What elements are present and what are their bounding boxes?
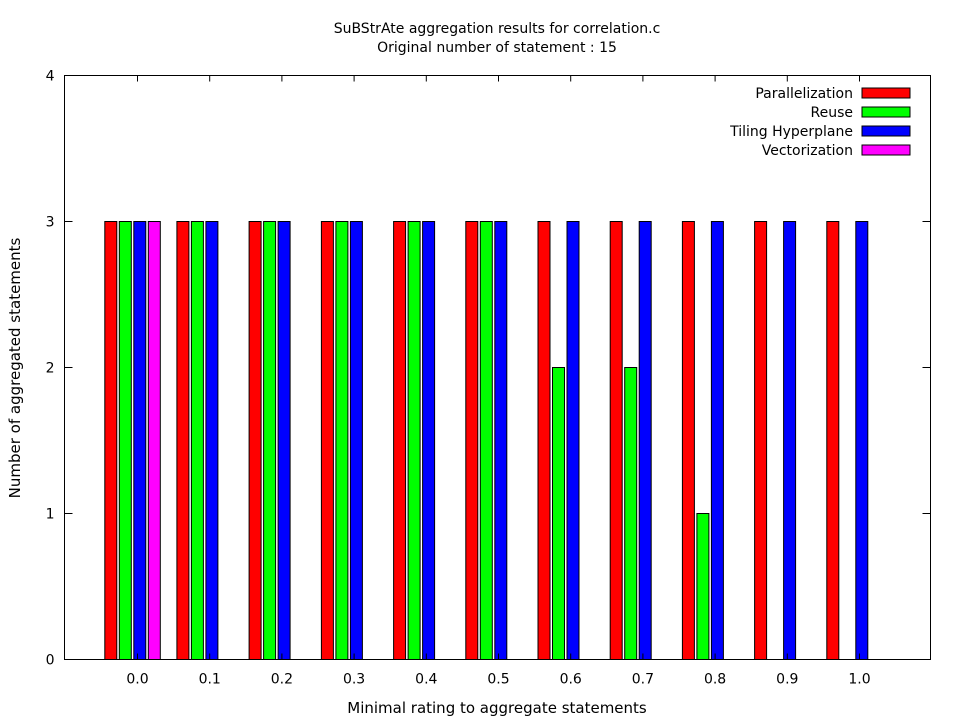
bar-parallelization-0.5 (465, 221, 479, 660)
bar-reuse-0.7 (624, 367, 638, 660)
chart-title: SuBStrAte aggregation results for correl… (334, 21, 661, 37)
x-tick-label-0.7: 0.7 (632, 672, 654, 688)
bar-parallelization-0.4 (393, 221, 407, 660)
legend-label-vectorization: Vectorization (762, 143, 853, 159)
bar-parallelization-0.1 (176, 221, 190, 660)
bar-parallelization-0.8 (681, 221, 695, 660)
plot-frame (64, 75, 931, 660)
bar-reuse-0.2 (263, 221, 277, 660)
bar-tiling-hyperplane-0.2 (277, 221, 291, 660)
bar-parallelization-0.6 (537, 221, 551, 660)
bar-vectorization-0.0 (147, 221, 161, 660)
legend-swatch-vectorization (861, 144, 911, 156)
bar-tiling-hyperplane-0.9 (783, 221, 797, 660)
bar-reuse-0.5 (479, 221, 493, 660)
bar-tiling-hyperplane-0.7 (638, 221, 652, 660)
bar-tiling-hyperplane-0.6 (566, 221, 580, 660)
y-tick-label-2: 2 (46, 361, 55, 377)
bar-tiling-hyperplane-0.1 (205, 221, 219, 660)
x-tick-label-0.8: 0.8 (704, 672, 726, 688)
y-tick-label-1: 1 (46, 507, 55, 523)
x-tick-label-0.6: 0.6 (560, 672, 582, 688)
legend-swatch-tiling-hyperplane (861, 125, 911, 137)
y-axis-label: Number of aggregated statements (6, 237, 24, 498)
bar-reuse-0.8 (696, 513, 710, 660)
legend-swatch-reuse (861, 106, 911, 118)
x-tick-label-0.2: 0.2 (271, 672, 293, 688)
bar-reuse-0.4 (407, 221, 421, 660)
bar-tiling-hyperplane-0.0 (133, 221, 147, 660)
legend-label-reuse: Reuse (811, 105, 854, 121)
bar-parallelization-0.7 (609, 221, 623, 660)
x-tick-label-0.5: 0.5 (487, 672, 509, 688)
bar-parallelization-0.0 (104, 221, 118, 660)
bar-tiling-hyperplane-0.3 (349, 221, 363, 660)
bar-parallelization-0.9 (754, 221, 768, 660)
bar-parallelization-1.0 (826, 221, 840, 660)
bar-tiling-hyperplane-0.5 (494, 221, 508, 660)
legend-label-tiling-hyperplane: Tiling Hyperplane (729, 124, 853, 140)
legend: Parallelization Reuse Tiling Hyperplane Vec… (729, 86, 911, 159)
x-tick-label-0.3: 0.3 (343, 672, 365, 688)
x-tick-label-0.1: 0.1 (199, 672, 221, 688)
bar-reuse-0.0 (118, 221, 132, 660)
x-tick-label-0.0: 0.0 (126, 672, 148, 688)
y-tick-label-0: 0 (46, 653, 55, 669)
ticks-group: 0.0 0.1 0.2 0.3 0.4 0.5 0.6 0.7 0.8 0.9 1.0 0 1 2 3 4 (46, 69, 931, 688)
bar-parallelization-0.2 (248, 221, 262, 660)
y-tick-label-4: 4 (46, 69, 55, 85)
x-tick-label-0.4: 0.4 (415, 672, 437, 688)
bars-group (104, 221, 869, 660)
bar-parallelization-0.3 (320, 221, 334, 660)
legend-label-parallelization: Parallelization (755, 86, 853, 102)
legend-swatch-parallelization (861, 87, 911, 99)
bar-tiling-hyperplane-1.0 (855, 221, 869, 660)
x-axis-label: Minimal rating to aggregate statements (347, 699, 647, 717)
bar-tiling-hyperplane-0.8 (710, 221, 724, 660)
bar-reuse-0.6 (552, 367, 565, 660)
bar-reuse-0.3 (335, 221, 349, 660)
bar-tiling-hyperplane-0.4 (422, 221, 436, 660)
y-tick-label-3: 3 (46, 215, 55, 231)
x-tick-label-1.0: 1.0 (848, 672, 870, 688)
x-tick-label-0.9: 0.9 (776, 672, 798, 688)
chart-subtitle: Original number of statement : 15 (377, 40, 617, 56)
bar-reuse-0.1 (190, 221, 204, 660)
